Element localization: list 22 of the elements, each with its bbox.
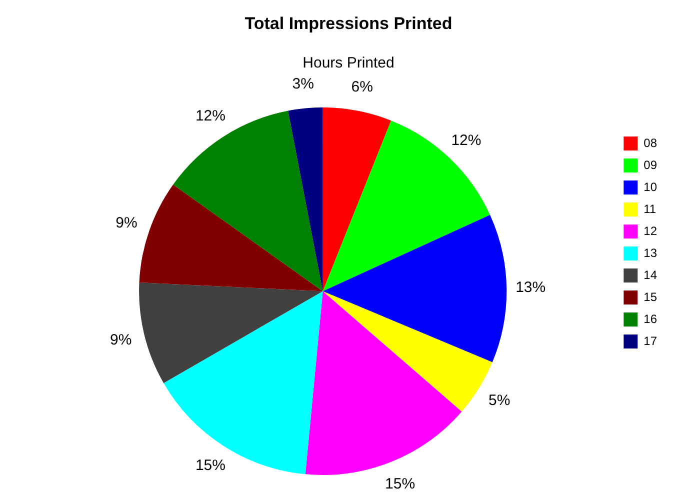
data-label: 15% — [385, 475, 416, 492]
chart-subtitle: Hours Printed — [302, 54, 394, 72]
data-label: 12% — [451, 132, 482, 149]
legend-label: 14 — [644, 268, 658, 282]
data-label: 5% — [488, 392, 510, 409]
legend-label: 13 — [644, 246, 658, 260]
legend-label: 11 — [644, 202, 656, 216]
data-label: 15% — [195, 457, 226, 474]
legend-label: 16 — [644, 312, 658, 326]
data-label: 3% — [292, 75, 314, 92]
data-label: 13% — [516, 279, 546, 296]
legend-label: 17 — [644, 334, 658, 348]
data-label: 6% — [351, 78, 373, 96]
data-label: 12% — [195, 108, 226, 125]
chart-title: Total Impressions Printed — [244, 14, 452, 33]
data-label: 9% — [116, 214, 138, 232]
legend-label: 12 — [644, 224, 658, 238]
legend-label: 10 — [644, 180, 658, 194]
legend-label: 09 — [644, 158, 658, 172]
legend-label: 08 — [644, 136, 658, 150]
data-label: 9% — [110, 331, 132, 348]
legend-label: 15 — [644, 290, 658, 304]
